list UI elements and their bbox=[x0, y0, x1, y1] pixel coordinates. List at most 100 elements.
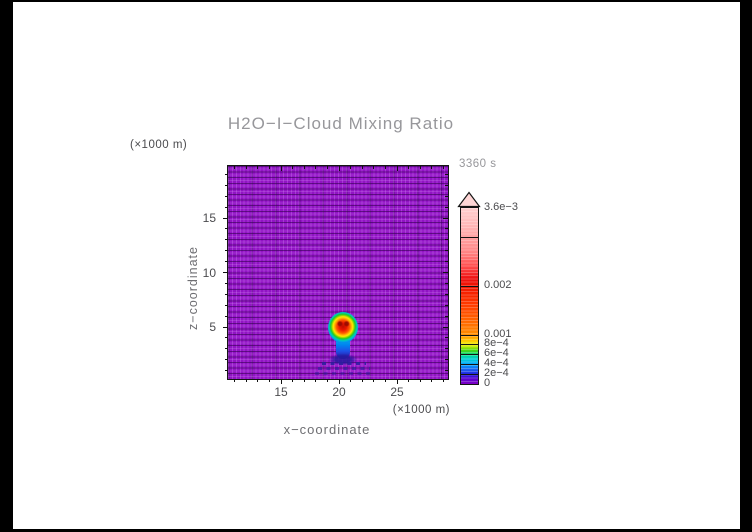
chart-title: H2O−I−Cloud Mixing Ratio bbox=[227, 114, 455, 133]
colorbar-divider-line bbox=[461, 344, 478, 346]
x-major-tick-top bbox=[396, 166, 398, 171]
x-minor-tick bbox=[384, 379, 386, 382]
colorbar-divider-line bbox=[461, 334, 478, 336]
y-minor-tick-right bbox=[445, 206, 448, 208]
x-minor-tick-top bbox=[419, 166, 421, 169]
y-minor-tick bbox=[225, 195, 228, 197]
x-minor-tick-top bbox=[384, 166, 386, 169]
y-minor-tick bbox=[225, 315, 228, 317]
x-axis-title: x−coordinate bbox=[283, 422, 371, 437]
x-minor-tick bbox=[245, 379, 247, 382]
colorbar-tick-label: 0.002 bbox=[484, 278, 512, 291]
y-minor-tick bbox=[225, 184, 228, 186]
cloud-ripple-row bbox=[315, 372, 373, 375]
x-minor-tick bbox=[315, 379, 317, 382]
y-minor-tick-right bbox=[445, 195, 448, 197]
x-minor-tick-top bbox=[234, 166, 236, 169]
x-minor-tick bbox=[303, 379, 305, 382]
colorbar bbox=[460, 207, 479, 385]
cloud-plume-base bbox=[329, 354, 357, 365]
x-minor-tick-top bbox=[408, 166, 410, 169]
y-minor-tick-right bbox=[445, 337, 448, 339]
colorbar-tick-label: 3.6e−3 bbox=[484, 200, 518, 213]
y-minor-tick-right bbox=[445, 293, 448, 295]
x-tick-label: 20 bbox=[332, 385, 346, 399]
y-minor-tick-right bbox=[445, 228, 448, 230]
y-axis-title: z−coordinate bbox=[186, 246, 200, 330]
y-major-tick-right bbox=[443, 326, 448, 328]
x-minor-tick bbox=[373, 379, 375, 382]
x-minor-tick bbox=[326, 379, 328, 382]
colorbar-divider-line bbox=[461, 363, 478, 365]
x-minor-tick bbox=[408, 379, 410, 382]
y-major-tick-right bbox=[443, 272, 448, 273]
x-tick-label: 25 bbox=[390, 385, 404, 399]
y-minor-tick bbox=[225, 348, 228, 350]
window-frame-top bbox=[0, 0, 752, 2]
y-minor-tick bbox=[225, 206, 228, 208]
colorbar-divider-line bbox=[461, 285, 478, 287]
x-minor-tick-top bbox=[268, 166, 270, 169]
y-minor-tick-right bbox=[445, 348, 448, 350]
x-axis-unit-label: (×1000 m) bbox=[392, 404, 450, 416]
cloud-plume-cap bbox=[328, 312, 358, 343]
window-frame-right bbox=[740, 0, 752, 532]
x-minor-tick-top bbox=[431, 166, 433, 169]
x-minor-tick-top bbox=[303, 166, 305, 169]
x-minor-tick bbox=[361, 379, 363, 382]
x-minor-tick bbox=[234, 379, 236, 382]
y-minor-tick bbox=[225, 304, 228, 306]
y-major-tick-right bbox=[443, 217, 448, 219]
colorbar-divider-line bbox=[461, 354, 478, 356]
colorbar-overflow-arrow-icon bbox=[457, 191, 481, 208]
y-major-tick bbox=[223, 217, 228, 219]
x-minor-tick-top bbox=[315, 166, 317, 169]
y-major-tick bbox=[223, 326, 228, 328]
x-minor-tick-top bbox=[292, 166, 294, 169]
x-major-tick-top bbox=[338, 166, 340, 171]
x-minor-tick bbox=[350, 379, 352, 382]
cloud-ripple-row bbox=[322, 362, 366, 365]
y-minor-tick-right bbox=[445, 173, 448, 175]
colorbar-tick-label: 2e−4 bbox=[484, 366, 509, 379]
y-tick-label: 5 bbox=[209, 320, 216, 334]
x-major-tick-top bbox=[280, 166, 282, 171]
colorbar-divider-line bbox=[461, 236, 478, 238]
colorbar-tick-label: 0.001 bbox=[484, 327, 512, 340]
y-minor-tick-right bbox=[445, 261, 448, 263]
y-minor-tick bbox=[225, 293, 228, 295]
x-minor-tick-top bbox=[361, 166, 363, 169]
time-stamp-label: 3360 s bbox=[459, 158, 497, 170]
x-tick-label: 15 bbox=[274, 385, 288, 399]
colorbar-tick-label: 6e−4 bbox=[484, 347, 509, 360]
y-minor-tick bbox=[225, 282, 228, 284]
colorbar-tick-label: 0 bbox=[484, 376, 491, 389]
y-major-tick bbox=[223, 272, 228, 273]
y-minor-tick-right bbox=[445, 359, 448, 361]
x-minor-tick bbox=[292, 379, 294, 382]
y-minor-tick bbox=[225, 370, 228, 372]
y-minor-tick bbox=[225, 337, 228, 339]
y-minor-tick-right bbox=[445, 370, 448, 372]
y-minor-tick-right bbox=[445, 282, 448, 284]
y-tick-label: 15 bbox=[202, 211, 216, 225]
x-major-tick bbox=[338, 379, 340, 384]
x-major-tick bbox=[280, 379, 282, 384]
x-minor-tick bbox=[442, 379, 444, 382]
y-minor-tick-right bbox=[445, 315, 448, 317]
y-minor-tick bbox=[225, 173, 228, 175]
y-minor-tick-right bbox=[445, 239, 448, 241]
y-minor-tick-right bbox=[445, 184, 448, 186]
x-major-tick bbox=[396, 379, 398, 384]
x-minor-tick-top bbox=[326, 166, 328, 169]
x-minor-tick-top bbox=[373, 166, 375, 169]
y-minor-tick bbox=[225, 359, 228, 361]
colorbar-striation bbox=[461, 208, 478, 384]
x-minor-tick-top bbox=[257, 166, 259, 169]
x-minor-tick bbox=[268, 379, 270, 382]
colorbar-tick-label: 8e−4 bbox=[484, 337, 509, 350]
x-minor-tick-top bbox=[245, 166, 247, 169]
window-frame-left bbox=[0, 0, 13, 532]
y-axis-unit-label: (×1000 m) bbox=[130, 139, 188, 151]
